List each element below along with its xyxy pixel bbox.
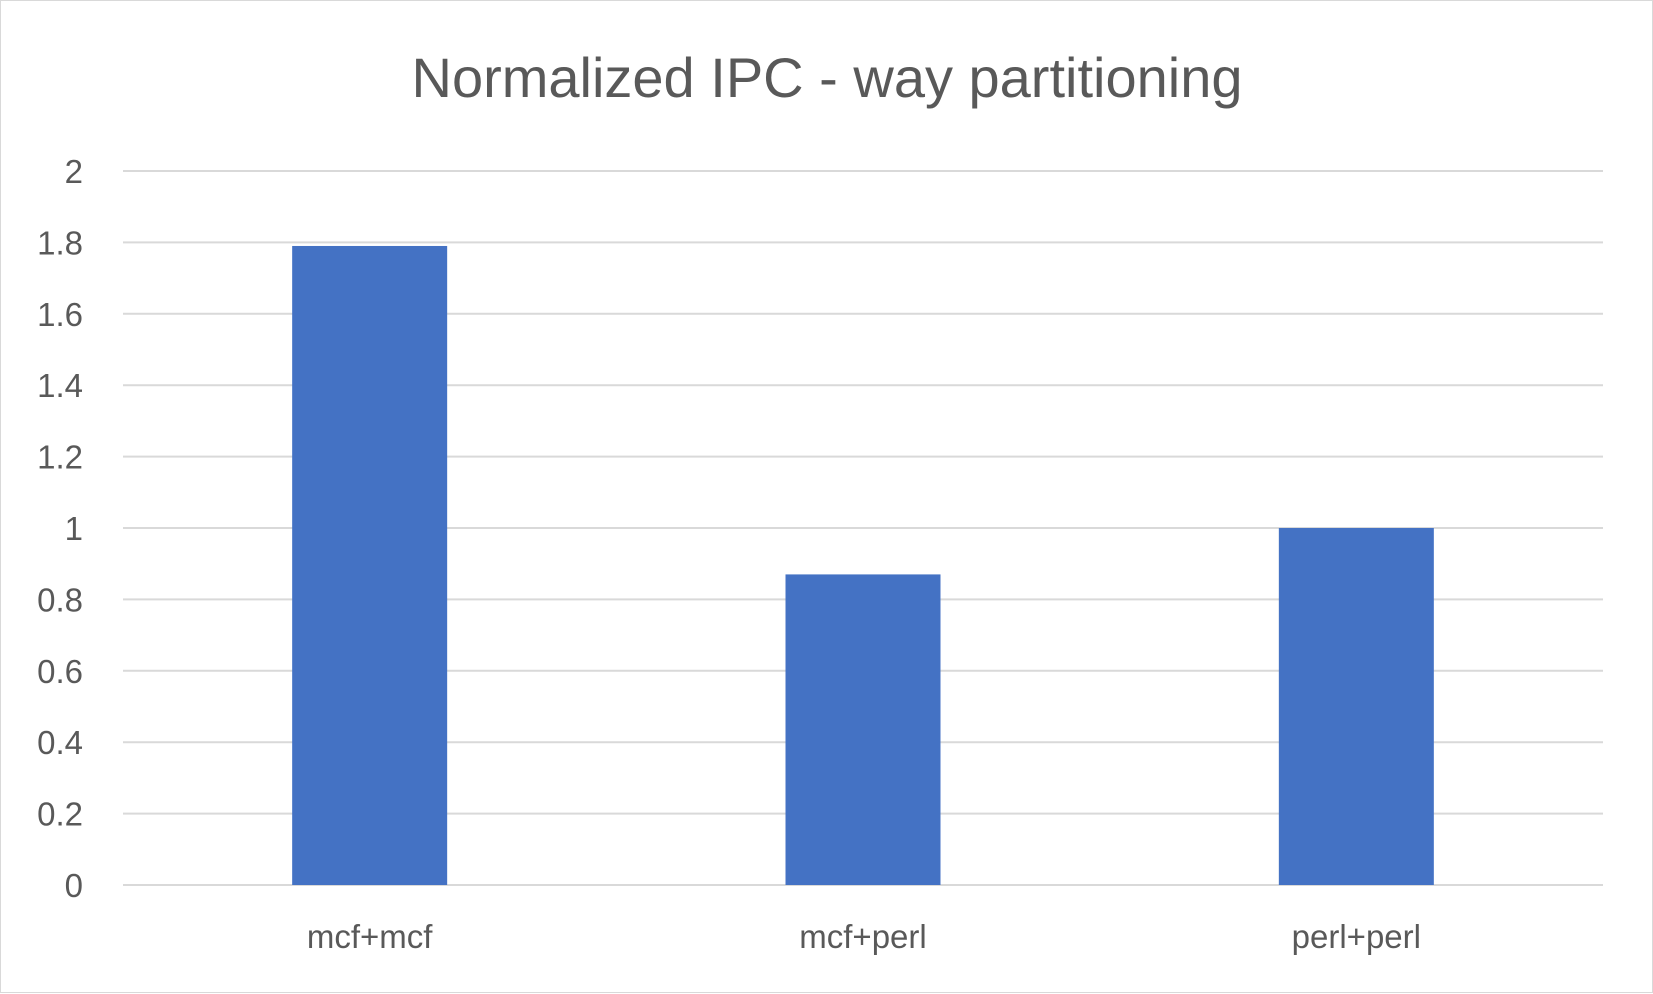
- bar-mcf-mcf: [292, 245, 448, 886]
- y-axis-ticks: 0 0.2 0.4 0.6 0.8 1 1.2 1.4 1.6 1.8 2: [37, 153, 83, 904]
- y-tick-label: 0: [65, 867, 83, 904]
- y-tick-label: 1.8: [37, 224, 83, 261]
- y-tick-label: 1.2: [37, 439, 83, 476]
- y-tick-label: 0.2: [37, 796, 83, 833]
- bar-perl-perl: [1278, 528, 1434, 885]
- y-tick-label: 1: [65, 510, 83, 547]
- x-category-label: mcf+mcf: [307, 918, 433, 955]
- y-tick-label: 0.6: [37, 653, 83, 690]
- bars: [292, 245, 1434, 886]
- y-tick-label: 0.8: [37, 581, 83, 618]
- y-tick-label: 2: [65, 153, 83, 190]
- y-tick-label: 1.4: [37, 367, 83, 404]
- x-category-label: mcf+perl: [799, 918, 926, 955]
- x-axis-labels: mcf+mcf mcf+perl perl+perl: [307, 918, 1421, 955]
- bar-mcf-perl: [785, 574, 941, 885]
- chart-title: Normalized IPC - way partitioning: [412, 46, 1243, 109]
- y-tick-label: 0.4: [37, 724, 83, 761]
- x-category-label: perl+perl: [1292, 918, 1421, 955]
- y-tick-label: 1.6: [37, 296, 83, 333]
